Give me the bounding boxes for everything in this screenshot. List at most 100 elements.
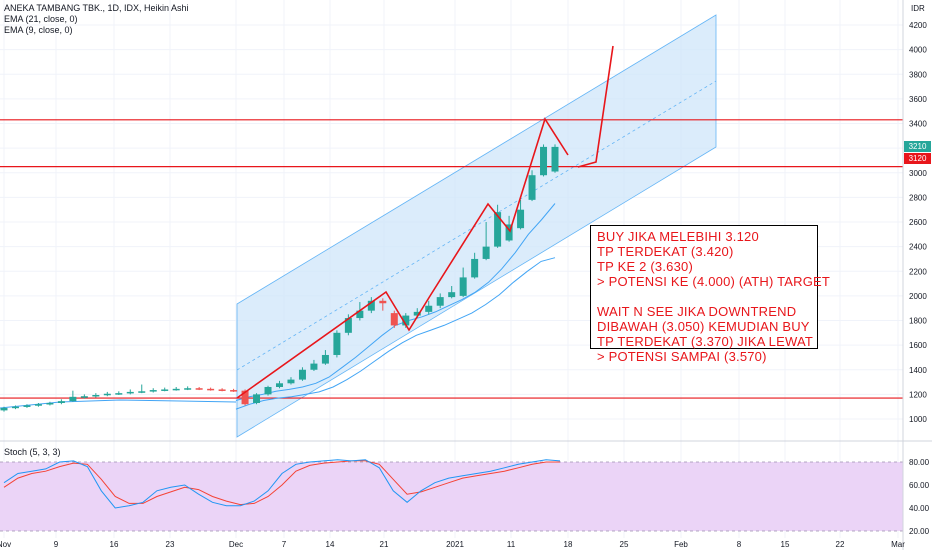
price-tick-label: 2000 [909,292,927,301]
candle-body [161,389,169,391]
candle-body [230,390,238,392]
price-tick-label: 3000 [909,169,927,178]
candle-body [92,394,100,397]
note-line [597,289,811,304]
candles [0,144,559,412]
currency-label: IDR [911,4,925,13]
candle-body [448,292,456,298]
price-tick-label: 1800 [909,317,927,326]
candle-body [276,383,283,387]
stoch-tick-label: 80.00 [909,458,930,467]
projection-path [577,45,614,168]
time-tick-label: 9 [54,540,59,549]
candle-body [344,318,352,333]
price-tick-label: 2400 [909,243,927,252]
candle-body [218,389,226,391]
stoch-tick-label: 20.00 [909,527,930,536]
price-tick-label: 3400 [909,120,927,129]
price-tick-label: 3600 [909,95,927,104]
price-tick-label: 4200 [909,21,927,30]
last-price-tag: 3210 [904,141,931,152]
trend-path [236,117,569,399]
time-tick-label: 16 [110,540,119,549]
note-line: TP TERDEKAT (3.370) JIKA LEWAT [597,334,813,349]
candle-body [11,406,19,409]
candle-body [207,388,215,391]
note-line: > POTENSI KE (4.000) (ATH) TARGET [597,274,831,289]
ema21-legend: EMA (21, close, 0) [4,14,78,24]
note-line: TP TERDEKAT (3.420) [597,244,734,259]
time-tick-label: 25 [620,540,629,549]
candle-body [264,386,272,395]
candle-body [80,396,88,398]
candle-body [241,390,249,405]
candle-body [126,391,134,394]
time-tick-label: 14 [326,540,335,549]
stoch-band [0,462,903,531]
time-tick-label: Feb [674,540,688,549]
candle-body [138,391,146,393]
time-tick-label: 21 [380,540,389,549]
stoch-d-line [3,460,560,506]
time-tick-label: 23 [166,540,175,549]
candle-body [517,209,525,229]
note-line: DIBAWAH (3.050) KEMUDIAN BUY [597,319,810,334]
candle-body [459,277,467,296]
candle-body [402,315,410,326]
time-tick-label: 8 [737,540,742,549]
price-tick-label: 2600 [909,218,927,227]
candle-body [540,146,548,176]
note-line: WAIT N SEE JIKA DOWNTREND [597,304,797,319]
candle-body [379,300,387,304]
candle-body [321,354,329,364]
level-price-tag: 3120 [904,153,931,164]
candle-body [57,401,65,403]
note-line: BUY JIKA MELEBIHI 3.120 [597,229,759,244]
price-tick-label: 2200 [909,267,927,276]
stoch-tick-label: 40.00 [909,504,930,513]
candle-body [505,224,513,241]
time-axis: Nov 9 16 23 Dec 7 14 21 2021 11 18 25 Feb 8 15 22 Mar [0,540,905,549]
candle-body [413,311,421,316]
price-tick-label: 1600 [909,341,927,350]
candle-body [298,369,306,380]
ema21-line [235,257,556,410]
price-tick-label: 1000 [909,415,927,424]
candle-body [287,379,295,384]
candle-body [390,313,398,326]
candle-body [115,393,123,395]
candle-body [333,332,341,355]
time-tick-label: 11 [507,540,516,549]
candle-body [253,394,261,403]
ema9-legend: EMA (9, close, 0) [4,25,73,35]
candle-body [195,388,203,390]
candle-body [471,258,479,278]
candle-body [528,175,536,200]
time-tick-label: 7 [282,540,287,549]
candle-body [356,310,364,319]
stoch-tick-label: 60.00 [909,481,930,490]
ema-early-line [0,399,237,409]
candle-body [172,388,180,391]
stoch-k-line [3,459,561,509]
note-line: > POTENSI SAMPAI (3.570) [597,349,767,364]
candle-body [46,402,54,405]
trading-note: BUY JIKA MELEBIHI 3.120 TP TERDEKAT (3.4… [590,225,831,364]
price-tick-label: 1400 [909,366,927,375]
price-tick-label: 1200 [909,390,927,399]
candle-body [551,146,559,172]
chart-title: ANEKA TAMBANG TBK., 1D, IDX, Heikin Ashi [4,3,189,13]
stoch-panel [0,459,903,532]
note-line: TP KE 2 (3.630) [597,259,693,274]
price-tick-label: 4000 [909,46,927,55]
time-tick-label: 18 [564,540,573,549]
price-tick-label: 2800 [909,193,927,202]
candle-body [425,305,433,312]
candle-body [0,407,8,411]
price-tick-label: 3800 [909,70,927,79]
red-trend-drawing [236,45,614,399]
time-tick-label: Dec [229,540,243,549]
channel-fill [236,14,717,438]
